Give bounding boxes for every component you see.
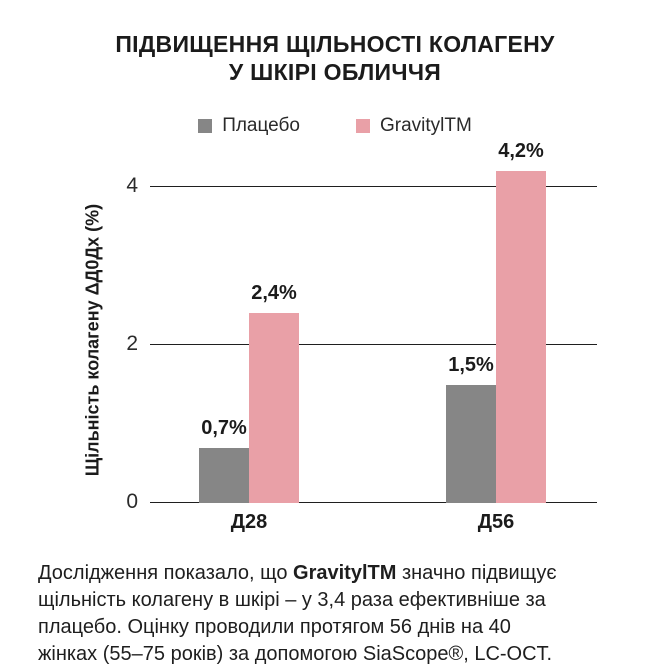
footnote-line: Дослідження показало, що GravitylTM знач…: [38, 562, 557, 584]
page-title-line1: ПІДВИЩЕННЯ ЩІЛЬНОСТІ КОЛАГЕНУ: [115, 31, 555, 57]
y-tick-label-2: 2: [126, 332, 138, 356]
page-title-line2: У ШКІРІ ОБЛИЧЧЯ: [228, 59, 442, 85]
bar-value-label-gravityl-Д28: 2,4%: [251, 282, 297, 305]
legend-label-gravityl: GravitylTM: [379, 115, 472, 136]
x-axis-label-Д56: Д56: [477, 511, 515, 533]
bar-chart-plot: 0 2 4 0,7% 2,4% Д28 1,5% 4,2% Д56: [126, 140, 597, 533]
legend-label-placebo: Плацебо: [222, 115, 300, 136]
gridline-y2: [150, 344, 597, 345]
page-title: ПІДВИЩЕННЯ ЩІЛЬНОСТІ КОЛАГЕНУ У ШКІРІ ОБ…: [0, 30, 670, 86]
y-tick-label-0: 0: [126, 490, 138, 514]
footnote-line: щільність колагену в шкірі – у 3,4 раза …: [38, 589, 546, 611]
bar-placebo-Д28: [199, 447, 249, 503]
footnote: Дослідження показало, що GravitylTM знач…: [38, 560, 648, 668]
gridline-y4: [150, 186, 597, 187]
bar-placebo-Д56: [446, 384, 496, 503]
bar-value-label-gravityl-Д56: 4,2%: [498, 140, 544, 163]
placebo-swatch-icon: [198, 119, 213, 133]
chart-legend: Плацебо GravitylTM: [0, 115, 670, 137]
y-tick-label-4: 4: [126, 174, 138, 198]
x-axis-label-Д28: Д28: [230, 511, 268, 533]
gridline-y0: [150, 502, 597, 503]
legend-item-gravityl: GravitylTM: [355, 115, 472, 137]
footnote-line: жінках (55–75 років) за допомогою SiaSco…: [38, 643, 553, 665]
gravityl-swatch-icon: [355, 119, 370, 133]
bar-value-label-placebo-Д56: 1,5%: [448, 353, 494, 376]
bar-gravityl-Д56: [496, 171, 546, 503]
footnote-line: плацебо. Оцінку проводили протягом 56 дн…: [38, 616, 511, 638]
legend-item-placebo: Плацебо: [198, 115, 300, 137]
bar-gravityl-Д28: [249, 313, 299, 503]
bar-value-label-placebo-Д28: 0,7%: [201, 416, 247, 439]
